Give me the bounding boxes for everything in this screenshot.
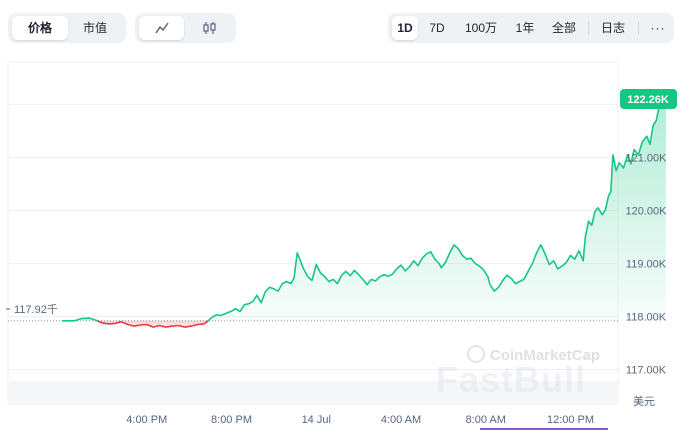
x-tick-label: 8:00 PM — [211, 414, 252, 426]
scroll-indicator[interactable] — [480, 428, 608, 430]
candlestick-button[interactable] — [188, 16, 232, 40]
bottom-band — [8, 381, 618, 404]
price-badge-text: 122.26K — [627, 94, 669, 106]
current-price-badge: 122.26K — [620, 89, 677, 109]
watermark-coinmarketcap: CoinMarketCap — [490, 347, 600, 364]
metric-toggle: 价格 市值 — [8, 13, 126, 43]
y-tick-label: 121.00K — [626, 152, 668, 164]
x-tick-label: 8:00 AM — [466, 414, 506, 426]
plot-frame — [7, 61, 619, 405]
open-price-marker: 117.92千 — [6, 303, 58, 316]
tab-price[interactable]: 价格 — [12, 16, 68, 40]
line-chart-icon — [154, 22, 169, 34]
price-line — [62, 90, 667, 328]
watermark: CoinMarketCap FastBull — [436, 345, 600, 400]
series-line-up — [62, 317, 98, 322]
y-tick-label: 120.00K — [626, 205, 668, 217]
series-line-down — [96, 320, 209, 328]
line-chart-button[interactable] — [139, 16, 184, 40]
open-price-label: 117.92千 — [14, 303, 58, 316]
x-axis: 4:00 PM 8:00 PM 14 Jul 4:00 AM 8:00 AM 12:00 … — [126, 414, 594, 426]
y-tick-label: 119.00K — [626, 258, 667, 270]
timeframe-100m[interactable]: 100万 — [464, 21, 498, 35]
more-options-button[interactable]: ··· — [650, 21, 666, 35]
x-tick-label: 4:00 PM — [126, 414, 167, 426]
tab-market-cap[interactable]: 市值 — [82, 21, 107, 35]
watermark-fastbull: FastBull — [436, 359, 586, 400]
toolbar-divider — [588, 21, 589, 35]
x-tick-label: 14 Jul — [302, 414, 331, 426]
series-line-up — [207, 90, 667, 322]
chart-style-toggle — [135, 13, 236, 43]
currency-label: 美元 — [633, 395, 655, 408]
timeframe-1d[interactable]: 1D — [392, 16, 418, 40]
price-badge-box — [620, 89, 677, 109]
candlestick-icon — [203, 22, 216, 34]
y-tick-label: 118.00K — [626, 312, 667, 324]
timeframe-toggle: 1D 7D 100万 1年 全部 日志 ··· — [388, 13, 674, 43]
toolbar-divider — [638, 21, 639, 35]
timeframe-7d[interactable]: 7D — [429, 21, 445, 35]
x-tick-label: 12:00 PM — [547, 414, 594, 426]
y-tick-label: 117.00K — [626, 365, 667, 377]
timeframe-1y[interactable]: 1年 — [515, 21, 535, 35]
x-tick-label: 4:00 AM — [381, 414, 421, 426]
timeframe-all[interactable]: 全部 — [551, 21, 576, 35]
log-scale-button[interactable]: 日志 — [600, 21, 625, 35]
coinmarketcap-logo-icon — [467, 345, 485, 363]
